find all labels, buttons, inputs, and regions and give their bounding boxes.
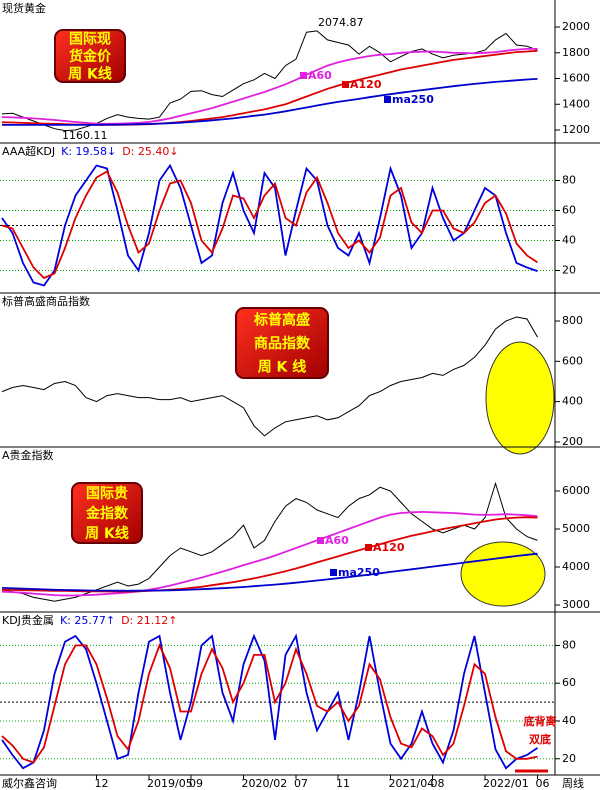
readout: K: 19.58↓ <box>61 145 116 158</box>
y-tick-label: 20 <box>562 752 576 765</box>
panel-title: KDJ贵金属 <box>2 613 54 627</box>
y-tick-label: 1200 <box>562 123 590 136</box>
x-axis-right-label: 周线 <box>562 776 584 790</box>
box-text: 国际现 <box>69 32 111 48</box>
x-tick-label: 2021/04 <box>389 777 435 790</box>
box-text: 周 K线 <box>68 65 112 82</box>
x-tick-label: 09 <box>189 777 203 790</box>
x-tick-label: 08 <box>431 777 445 790</box>
series-line <box>1 510 538 597</box>
annotation-marker <box>342 81 349 88</box>
box-text: 国际贵 <box>86 485 128 502</box>
annotation: 双底 <box>529 732 551 746</box>
panel-title: 标普高盛商品指数 <box>2 294 90 308</box>
x-tick-label: 11 <box>336 777 350 790</box>
x-tick-label: 06 <box>536 777 550 790</box>
annotation: 2074.87 <box>318 16 364 29</box>
y-tick-label: 3000 <box>562 598 590 611</box>
y-tick-label: 2000 <box>562 20 590 33</box>
box-text: 金指数 <box>85 505 129 522</box>
readout: K: 25.77↑ <box>60 614 115 627</box>
y-tick-label: 600 <box>562 354 583 367</box>
series-line <box>1 633 539 770</box>
y-tick-label: 60 <box>562 676 576 689</box>
annotation-marker <box>365 544 372 551</box>
box-text: 周 K线 <box>85 525 129 542</box>
y-tick-label: 40 <box>562 234 576 247</box>
x-tick-label: 12 <box>95 777 109 790</box>
panel-title: AAA超KDJ <box>2 144 55 158</box>
annotation: ma250 <box>338 566 380 579</box>
annotation: A60 <box>325 534 349 547</box>
annotation-marker <box>317 537 324 544</box>
label-box <box>54 29 126 83</box>
y-tick-label: 80 <box>562 174 576 187</box>
x-tick-label: 2019/05 <box>147 777 193 790</box>
series-line <box>2 78 538 126</box>
y-tick-label: 1400 <box>562 97 590 110</box>
y-tick-label: 200 <box>562 435 583 448</box>
annotation: 底背离 <box>524 714 557 728</box>
label-box <box>235 307 329 379</box>
highlight-ellipse <box>485 341 555 455</box>
label-box <box>71 482 143 544</box>
box-text: 标普高盛 <box>253 312 310 329</box>
annotation: 1160.11 <box>62 129 108 142</box>
box-text: 货金价 <box>68 48 112 65</box>
y-tick-label: 20 <box>562 264 576 277</box>
series-line <box>1 170 538 280</box>
y-tick-label: 60 <box>562 204 576 217</box>
y-tick-label: 4000 <box>562 560 590 573</box>
x-tick-label: 2020/02 <box>242 777 288 790</box>
x-tick-label: 07 <box>294 777 308 790</box>
annotation-marker <box>330 569 337 576</box>
annotation-marker <box>384 96 391 103</box>
box-text: 周 K 线 <box>258 358 307 375</box>
annotation: A60 <box>308 69 332 82</box>
series-line <box>1 552 538 592</box>
panel-title: A贵金指数 <box>2 448 54 462</box>
annotation: A120 <box>373 541 405 554</box>
y-tick-label: 800 <box>562 314 583 327</box>
series-line <box>1 48 538 125</box>
y-tick-label: 5000 <box>562 522 590 535</box>
x-tick-label: 2022/01 <box>483 777 529 790</box>
annotation-marker <box>300 72 307 79</box>
y-tick-label: 1600 <box>562 72 590 85</box>
box-text: 商品指数 <box>254 335 311 352</box>
y-tick-label: 80 <box>562 638 576 651</box>
x-axis-left-label: 威尔鑫咨询 <box>2 776 57 790</box>
series-line <box>1 316 538 437</box>
y-tick-label: 400 <box>562 395 583 408</box>
panel-title: 现货黄金 <box>2 1 46 15</box>
y-tick-label: 1800 <box>562 46 590 59</box>
annotation: A120 <box>350 78 382 91</box>
series-line <box>1 163 538 287</box>
y-tick-label: 6000 <box>562 484 590 497</box>
annotation: ma250 <box>392 93 434 106</box>
readout: D: 25.40↓ <box>122 145 178 158</box>
series-line <box>1 643 538 764</box>
readout: D: 21.12↑ <box>121 614 177 627</box>
highlight-ellipse <box>460 541 546 607</box>
y-tick-label: 40 <box>562 714 576 727</box>
